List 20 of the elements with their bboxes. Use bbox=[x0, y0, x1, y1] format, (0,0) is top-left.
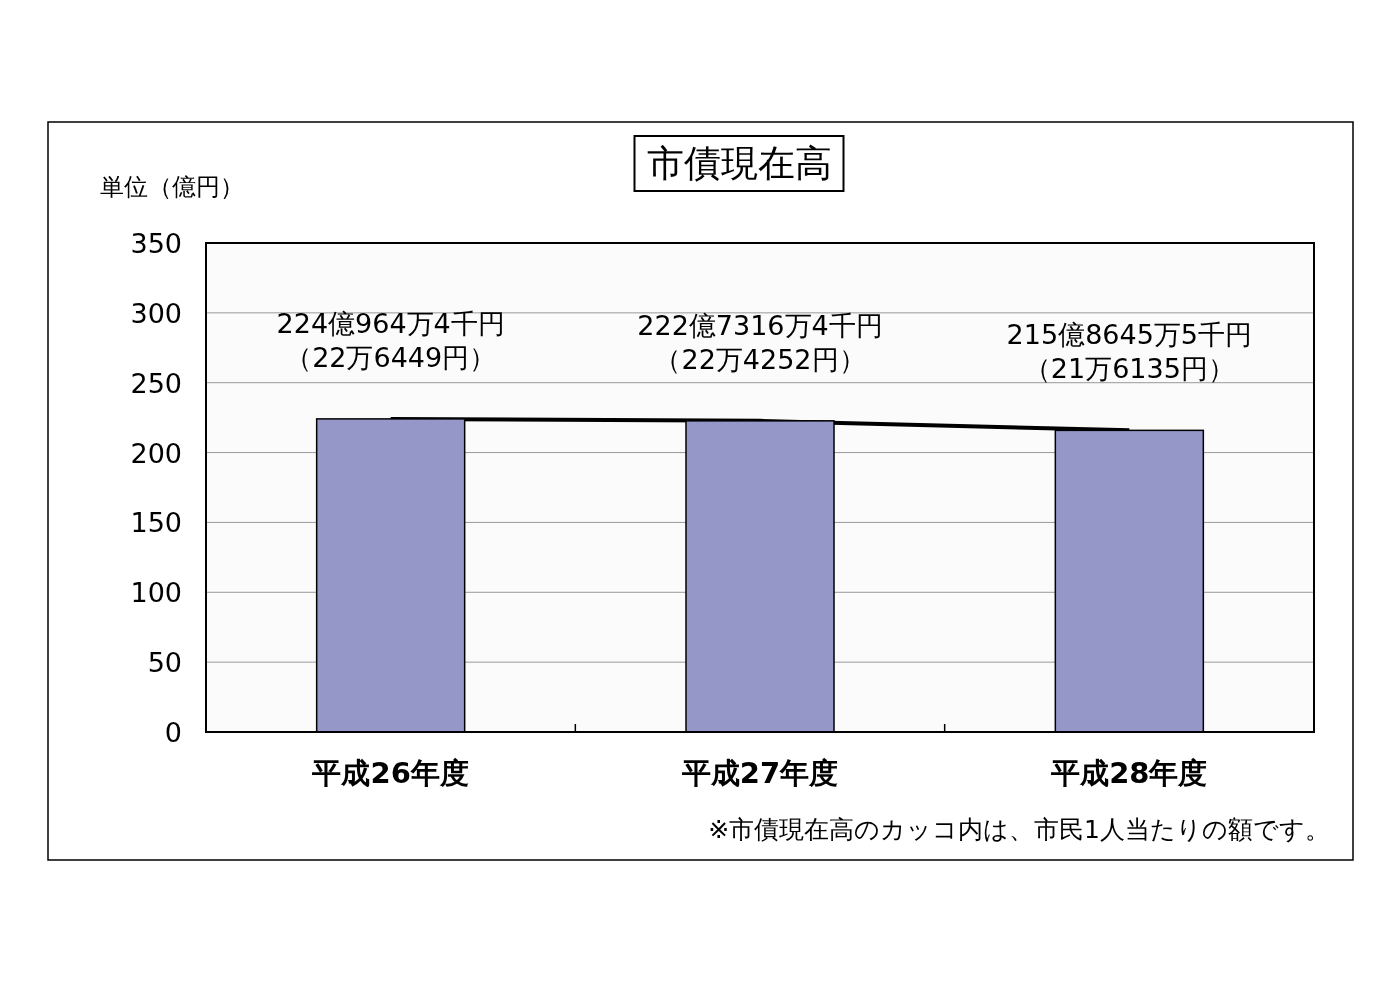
annotation: 224億964万4千円 bbox=[276, 307, 505, 339]
annotation: 222億7316万4千円 bbox=[637, 309, 883, 341]
y-axis-title: 単位（億円） bbox=[100, 173, 244, 201]
y-tick-label: 200 bbox=[130, 437, 182, 469]
y-tick-label: 150 bbox=[130, 507, 182, 539]
annotation: （21万6135円） bbox=[1023, 353, 1235, 385]
y-tick-label: 100 bbox=[130, 577, 182, 609]
y-tick-label: 50 bbox=[147, 647, 182, 679]
x-tick-label: 平成26年度 bbox=[311, 756, 469, 790]
annotation: 215億8645万5千円 bbox=[1006, 319, 1253, 351]
text: ※市債現在高のカッコ内は、市民1人当たりの額です。 bbox=[708, 815, 1330, 844]
annotation: （22万6449円） bbox=[285, 341, 497, 373]
y-tick-label: 350 bbox=[130, 228, 182, 259]
x-tick-label: 平成27年度 bbox=[680, 756, 839, 790]
y-tick-label: 0 bbox=[164, 717, 182, 748]
y-tick-label: 300 bbox=[130, 297, 182, 329]
chart-title: 市債現在高 bbox=[646, 142, 832, 185]
y-tick-label: 250 bbox=[130, 367, 182, 399]
x-tick-label: 平成28年度 bbox=[1050, 756, 1208, 790]
annotation: （22万4252円） bbox=[654, 343, 866, 375]
